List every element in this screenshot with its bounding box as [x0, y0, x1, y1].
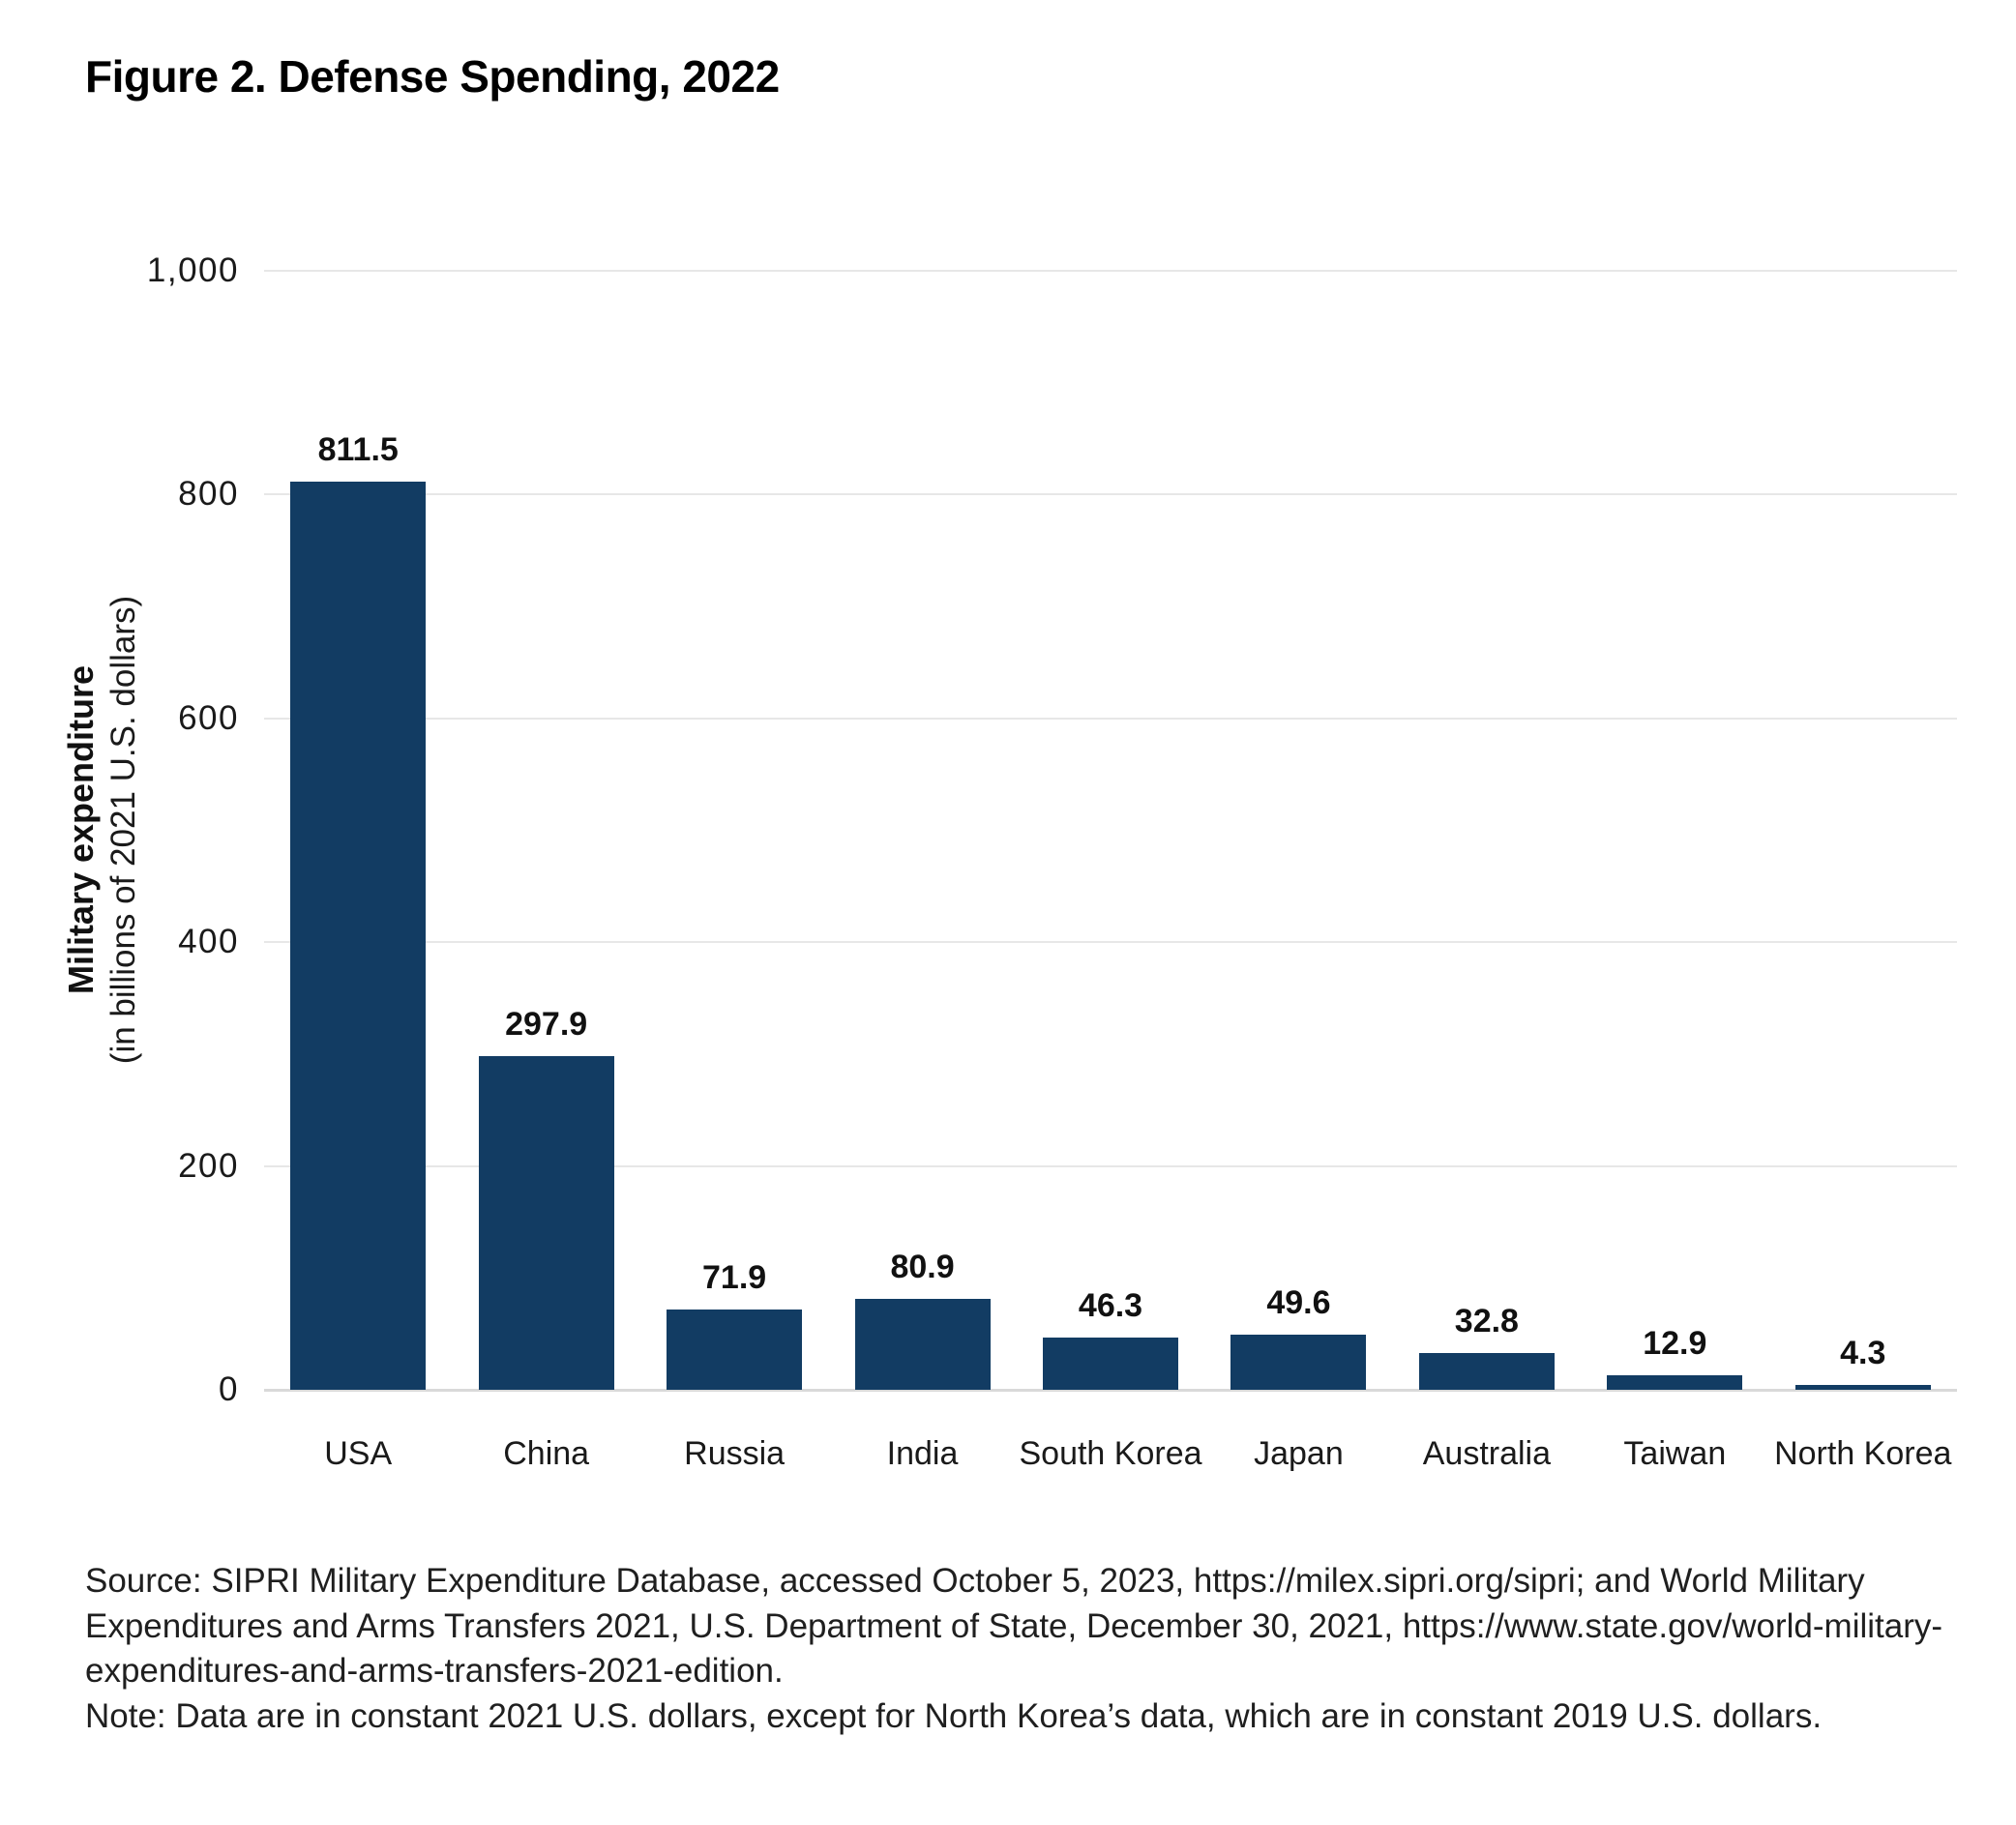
- bar-china: [478, 1056, 614, 1390]
- x-tick-label: Taiwan: [1623, 1435, 1727, 1472]
- x-tick-label: India: [886, 1435, 959, 1472]
- bar-value-label: 811.5: [317, 431, 399, 469]
- y-tick-label: 600: [178, 698, 239, 737]
- bar-taiwan: [1607, 1375, 1743, 1390]
- bar-value-label: 32.8: [1454, 1303, 1519, 1340]
- y-axis-label: Military expenditure (in billions of 202…: [60, 520, 147, 1139]
- bar-north-korea: [1794, 1385, 1931, 1390]
- x-tick-label: Australia: [1422, 1435, 1552, 1472]
- bar-south-korea: [1043, 1338, 1178, 1390]
- x-tick-label: China: [503, 1435, 590, 1472]
- source-line: Expenditures and Arms Transfers 2021, U.…: [85, 1606, 1943, 1645]
- y-tick-label: 0: [219, 1370, 239, 1408]
- x-tick-label: USA: [324, 1435, 393, 1472]
- figure-title: Figure 2. Defense Spending, 2022: [85, 51, 780, 102]
- source-line: expenditures-and-arms-transfers-2021-edi…: [85, 1652, 784, 1690]
- gridline: [264, 270, 1957, 272]
- x-tick-label: Japan: [1254, 1435, 1344, 1472]
- note-line: Note: Data are in constant 2021 U.S. dol…: [85, 1696, 1823, 1735]
- bar-value-label: 297.9: [505, 1006, 588, 1044]
- gridline: [264, 493, 1957, 496]
- bar-value-label: 4.3: [1840, 1335, 1886, 1372]
- y-tick-label: 1,000: [146, 251, 239, 289]
- y-tick-label: 800: [178, 475, 239, 514]
- x-tick-label: North Korea: [1774, 1435, 1952, 1472]
- gridline: [264, 1164, 1957, 1167]
- bar-value-label: 12.9: [1643, 1325, 1707, 1363]
- y-axis-label-sub: (in billions of 2021 U.S. dollars): [104, 595, 142, 1065]
- gridline: [264, 941, 1957, 944]
- gridline: [264, 717, 1957, 720]
- bar-value-label: 71.9: [702, 1258, 767, 1296]
- footer-notes: Source: SIPRI Military Expenditure Datab…: [85, 1559, 1942, 1739]
- y-tick-label: 400: [178, 923, 239, 961]
- x-axis-baseline: [264, 1389, 1957, 1392]
- y-tick-label: 200: [178, 1146, 239, 1185]
- y-axis-label-main: Military expenditure: [61, 664, 101, 995]
- bar-australia: [1418, 1353, 1555, 1390]
- source-line: Source: SIPRI Military Expenditure Datab…: [85, 1562, 1865, 1600]
- x-tick-label: Russia: [684, 1435, 786, 1472]
- bar-india: [854, 1299, 991, 1390]
- bar-russia: [667, 1309, 803, 1390]
- x-tick-label: South Korea: [1019, 1435, 1202, 1472]
- bar-value-label: 49.6: [1266, 1283, 1331, 1321]
- bar-value-label: 80.9: [890, 1249, 955, 1286]
- bar-japan: [1230, 1334, 1367, 1390]
- bar-value-label: 46.3: [1078, 1287, 1143, 1325]
- bar-usa: [290, 482, 427, 1390]
